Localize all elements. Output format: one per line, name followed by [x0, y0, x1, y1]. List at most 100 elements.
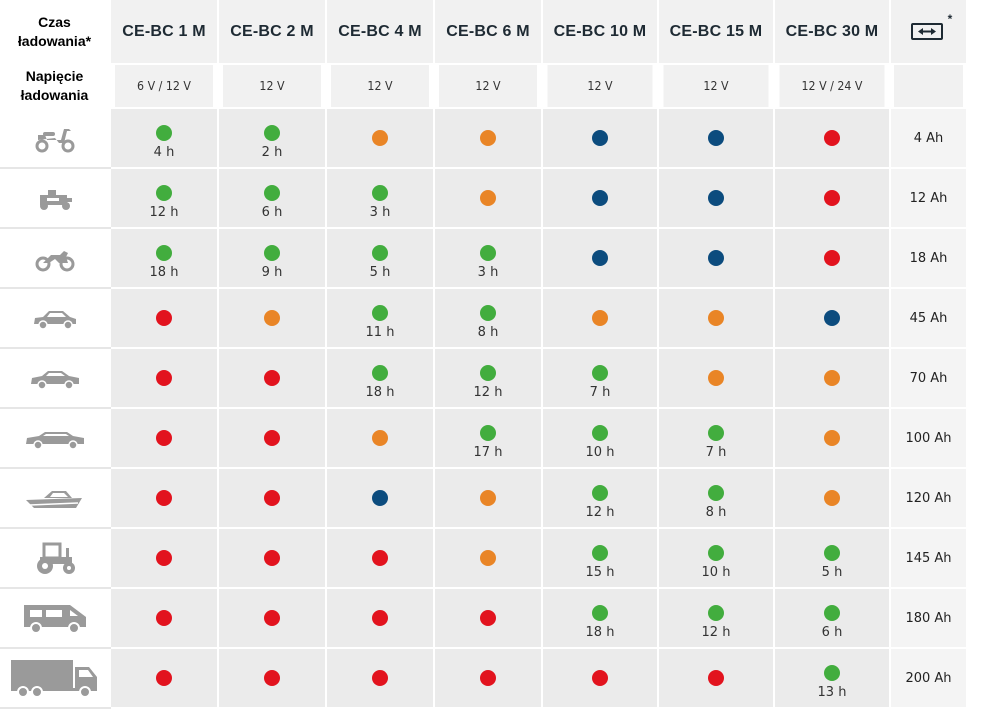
voltage-value: 12 V: [546, 64, 655, 109]
status-dot-orange: [708, 369, 724, 386]
battery-capacity: 145 Ah: [890, 528, 968, 589]
charge-cell: 3 h: [326, 168, 435, 229]
charge-cell: 10 h: [542, 408, 659, 469]
status-dot-blue: [592, 129, 608, 146]
model-name: CE-BC 2 M: [218, 0, 327, 65]
status-dot-blue: [708, 249, 724, 266]
vehicle-cell: [0, 528, 111, 589]
charge-cell: [218, 468, 327, 529]
status-dot-red: [156, 489, 172, 506]
scooter-icon: [0, 123, 109, 153]
voltage-value: 12 V / 24 V: [778, 64, 887, 109]
vehicle-cell: [0, 228, 111, 289]
model-name: CE-BC 4 M: [326, 0, 435, 65]
status-dot-orange: [480, 129, 496, 146]
status-dot-red: [156, 609, 172, 626]
charge-cell: 9 h: [218, 228, 327, 289]
charge-time: 6 h: [261, 205, 283, 220]
charge-cell: [774, 108, 891, 169]
status-dot-red: [156, 429, 172, 446]
charge-cell: [434, 588, 543, 649]
table-row: 17 h 10 h 7 h 100 Ah: [0, 408, 968, 469]
charge-cell: [110, 528, 219, 589]
status-dot-green: [156, 124, 172, 141]
charge-time: 6 h: [821, 625, 843, 640]
charge-cell: [434, 168, 543, 229]
charge-time: 12 h: [701, 625, 731, 640]
charge-time: 8 h: [477, 325, 499, 340]
charge-cell: [774, 348, 891, 409]
table-row: 11 h 8 h 45 Ah: [0, 288, 968, 349]
status-dot-green: [156, 244, 172, 261]
status-dot-red: [824, 189, 840, 206]
vehicle-cell: [0, 588, 111, 649]
status-dot-red: [824, 249, 840, 266]
charge-time: 3 h: [369, 205, 391, 220]
charge-cell: [658, 648, 775, 709]
status-dot-orange: [372, 429, 388, 446]
vehicle-cell: [0, 348, 111, 409]
charge-time: 18 h: [585, 625, 615, 640]
charge-cell: 17 h: [434, 408, 543, 469]
charge-cell: [658, 168, 775, 229]
battery-capacity: 70 Ah: [890, 348, 968, 409]
charge-cell: [658, 108, 775, 169]
charge-time: 17 h: [473, 445, 503, 460]
status-dot-green: [708, 544, 724, 561]
status-dot-green: [480, 304, 496, 321]
status-dot-green: [592, 484, 608, 501]
model-name: CE-BC 1 M: [110, 0, 219, 65]
status-dot-green: [156, 184, 172, 201]
status-dot-green: [372, 184, 388, 201]
charge-time: 9 h: [261, 265, 283, 280]
charge-cell: [110, 468, 219, 529]
charge-time: 10 h: [585, 445, 615, 460]
charge-cell: [218, 408, 327, 469]
charge-cell: [326, 528, 435, 589]
charge-cell: 5 h: [326, 228, 435, 289]
vehicle-cell: [0, 168, 111, 229]
status-dot-green: [708, 484, 724, 501]
status-dot-red: [264, 489, 280, 506]
status-dot-orange: [592, 309, 608, 326]
charge-cell: 18 h: [542, 588, 659, 649]
status-dot-green: [264, 244, 280, 261]
charge-cell: 6 h: [218, 168, 327, 229]
charge-time: 4 h: [153, 145, 175, 160]
charge-cell: [774, 408, 891, 469]
status-dot-green: [824, 664, 840, 681]
vehicle-cell: [0, 108, 111, 169]
charge-time: 5 h: [369, 265, 391, 280]
charge-cell: [110, 648, 219, 709]
charge-cell: 18 h: [110, 228, 219, 289]
charge-cell: [326, 648, 435, 709]
charge-cell: [110, 348, 219, 409]
status-dot-green: [592, 604, 608, 621]
model-name: CE-BC 10 M: [542, 0, 659, 65]
status-dot-red: [156, 549, 172, 566]
charge-cell: [218, 648, 327, 709]
charge-cell: 2 h: [218, 108, 327, 169]
charge-cell: [658, 348, 775, 409]
status-dot-red: [592, 669, 608, 686]
status-dot-orange: [824, 429, 840, 446]
voltage-value: 12 V: [438, 64, 539, 109]
status-dot-red: [264, 609, 280, 626]
charge-cell: 12 h: [434, 348, 543, 409]
table-row: 15 h 10 h 5 h 145 Ah: [0, 528, 968, 589]
model-name: CE-BC 15 M: [658, 0, 775, 65]
status-dot-green: [264, 184, 280, 201]
status-dot-green: [824, 544, 840, 561]
charge-cell: 12 h: [110, 168, 219, 229]
motorcycle-icon: [0, 243, 109, 273]
charge-cell: [434, 108, 543, 169]
voltage-value: 6 V / 12 V: [114, 64, 215, 109]
status-dot-green: [592, 364, 608, 381]
battery-capacity: 100 Ah: [890, 408, 968, 469]
status-dot-red: [264, 549, 280, 566]
status-dot-red: [156, 669, 172, 686]
vehicle-cell: [0, 288, 111, 349]
battery-capacity: 18 Ah: [890, 228, 968, 289]
charge-time: 18 h: [149, 265, 179, 280]
sedan-icon: [0, 363, 109, 393]
